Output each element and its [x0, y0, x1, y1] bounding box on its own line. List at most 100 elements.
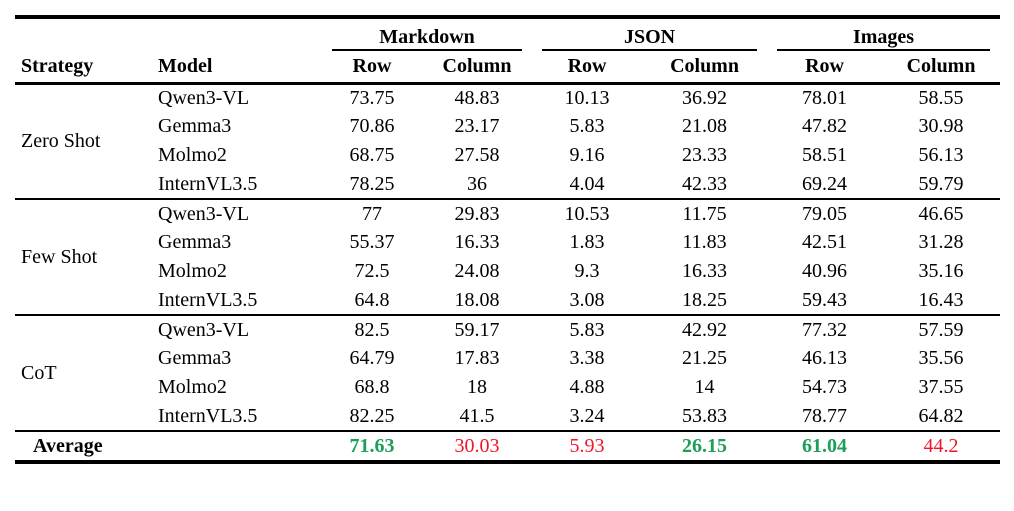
- value-cell: 58.51: [802, 144, 848, 166]
- average-value-cell: 26.15: [682, 434, 728, 457]
- value-cell: 36: [467, 172, 487, 195]
- value-cell: 24.08: [454, 260, 500, 282]
- value-cell: 70.86: [349, 115, 395, 137]
- value-cell: 47.82: [802, 115, 848, 137]
- model-cell: Gemma3: [158, 231, 232, 253]
- header-strategy: Strategy: [21, 54, 94, 77]
- value-cell: 58.55: [918, 86, 964, 109]
- value-cell: 16.33: [454, 231, 500, 253]
- average-section: Average 71.63 30.03 5.93 26.15 61.04 44.…: [15, 431, 1001, 462]
- value-cell: 77: [362, 202, 382, 225]
- table-row: Gemma3 70.86 23.17 5.83 21.08 47.82 30.9…: [15, 112, 1000, 141]
- table-row: Molmo2 68.8 18 4.88 14 54.73 37.55: [15, 373, 1000, 402]
- strategy-cell: Zero Shot: [21, 129, 101, 152]
- value-cell: 35.56: [918, 347, 964, 369]
- model-cell: Molmo2: [158, 144, 227, 166]
- average-value-cell: 44.2: [923, 434, 959, 457]
- column-group-row: Markdown JSON Images: [15, 17, 1000, 51]
- column-group-markdown: Markdown: [322, 17, 532, 51]
- value-cell: 55.37: [349, 231, 395, 253]
- value-cell: 23.17: [454, 115, 500, 137]
- average-row: Average 71.63 30.03 5.93 26.15 61.04 44.…: [15, 431, 1000, 462]
- header-images-row: Row: [805, 54, 844, 77]
- average-value-cell: 30.03: [454, 434, 500, 457]
- value-cell: 21.08: [682, 115, 728, 137]
- value-cell: 10.53: [564, 202, 610, 225]
- value-cell: 40.96: [802, 260, 848, 282]
- value-cell: 5.83: [569, 318, 605, 341]
- value-cell: 42.92: [682, 318, 728, 341]
- header-model: Model: [158, 54, 213, 77]
- table-row: Molmo2 68.75 27.58 9.16 23.33 58.51 56.1…: [15, 141, 1000, 170]
- average-label: Average: [33, 434, 103, 457]
- value-cell: 9.16: [569, 144, 605, 166]
- strategy-cell: CoT: [21, 361, 57, 384]
- value-cell: 31.28: [918, 231, 964, 253]
- value-cell: 16.33: [682, 260, 728, 282]
- strategy-cell: Few Shot: [21, 245, 98, 268]
- model-cell: Molmo2: [158, 260, 227, 282]
- value-cell: 68.75: [349, 144, 395, 166]
- value-cell: 41.5: [459, 404, 495, 427]
- value-cell: 54.73: [802, 376, 848, 398]
- column-group-json: JSON: [532, 17, 767, 51]
- value-cell: 27.58: [454, 144, 500, 166]
- model-cell: Molmo2: [158, 376, 227, 398]
- value-cell: 14: [694, 376, 715, 398]
- value-cell: 3.24: [569, 404, 605, 427]
- header-markdown-row: Row: [352, 54, 392, 77]
- value-cell: 64.8: [354, 288, 390, 311]
- value-cell: 72.5: [354, 260, 390, 282]
- value-cell: 5.83: [569, 115, 605, 137]
- value-cell: 23.33: [682, 144, 728, 166]
- table-row: Zero Shot Qwen3-VL 73.75 48.83 10.13 36.…: [15, 83, 1000, 152]
- value-cell: 17.83: [454, 347, 500, 369]
- value-cell: 64.79: [349, 347, 395, 369]
- value-cell: 1.83: [569, 231, 605, 253]
- column-group-images: Images: [767, 17, 1000, 51]
- average-value-cell: 61.04: [802, 434, 848, 457]
- header-images-column: Column: [906, 54, 976, 77]
- table-row: InternVL3.5 82.25 41.5 3.24 53.83 78.77 …: [15, 402, 1000, 431]
- table-row: Gemma3 64.79 17.83 3.38 21.25 46.13 35.5…: [15, 344, 1000, 373]
- value-cell: 56.13: [918, 144, 964, 166]
- value-cell: 42.51: [802, 231, 848, 253]
- value-cell: 21.25: [682, 347, 728, 369]
- header-markdown-column: Column: [442, 54, 512, 77]
- section-cot: CoT Qwen3-VL 82.5 59.17 5.83 42.92 77.32…: [15, 315, 1001, 431]
- model-cell: Gemma3: [158, 347, 232, 369]
- value-cell: 57.59: [918, 318, 964, 341]
- value-cell: 73.75: [349, 86, 395, 109]
- table-row: Molmo2 72.5 24.08 9.3 16.33 40.96 35.16: [15, 257, 1000, 286]
- model-cell: Qwen3-VL: [158, 202, 250, 225]
- average-value-cell: 71.63: [349, 434, 395, 457]
- value-cell: 78.25: [349, 172, 395, 195]
- value-cell: 46.13: [802, 347, 848, 369]
- value-cell: 42.33: [682, 172, 728, 195]
- empty-corner: [15, 17, 322, 51]
- value-cell: 46.65: [918, 202, 964, 225]
- model-cell: Qwen3-VL: [158, 86, 250, 109]
- value-cell: 78.01: [802, 86, 848, 109]
- value-cell: 77.32: [802, 318, 848, 341]
- value-cell: 18: [467, 376, 487, 398]
- table-row: InternVL3.5 78.25 36 4.04 42.33 69.24 59…: [15, 170, 1000, 199]
- value-cell: 3.08: [569, 288, 605, 311]
- value-cell: 10.13: [564, 86, 610, 109]
- value-cell: 82.5: [354, 318, 390, 341]
- section-zero-shot: Zero Shot Qwen3-VL 73.75 48.83 10.13 36.…: [15, 83, 1000, 199]
- value-cell: 82.25: [349, 404, 395, 427]
- page: Markdown JSON Images Strategy Model Row …: [15, 15, 1001, 464]
- column-header-row: Strategy Model Row Column Row Column Row…: [15, 51, 1000, 83]
- value-cell: 3.38: [569, 347, 605, 369]
- value-cell: 53.83: [682, 404, 728, 427]
- model-cell: InternVL3.5: [158, 288, 258, 311]
- table-row: Gemma3 55.37 16.33 1.83 11.83 42.51 31.2…: [15, 228, 1000, 257]
- value-cell: 30.98: [918, 115, 964, 137]
- value-cell: 59.43: [802, 288, 848, 311]
- value-cell: 48.83: [454, 86, 500, 109]
- section-few-shot: Few Shot Qwen3-VL 77 29.83 10.53 11.75 7…: [15, 199, 1001, 315]
- value-cell: 59.79: [918, 172, 964, 195]
- table-row: InternVL3.5 64.8 18.08 3.08 18.25 59.43 …: [15, 286, 1000, 315]
- model-cell: InternVL3.5: [158, 404, 258, 427]
